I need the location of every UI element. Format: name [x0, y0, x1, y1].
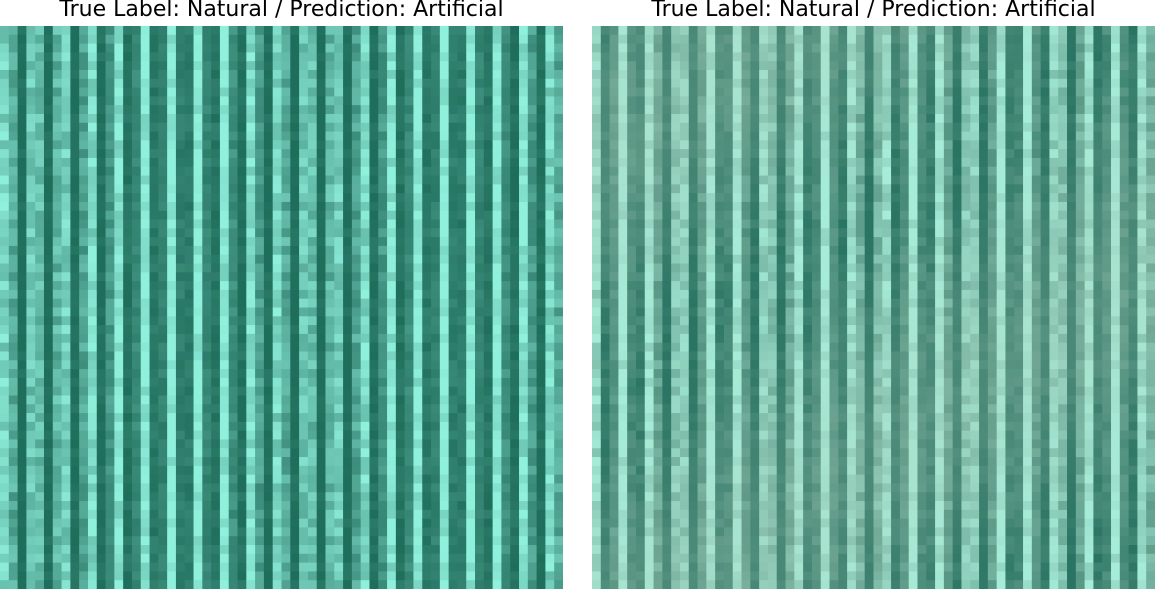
panel-title-left: True Label: Natural / Prediction: Artifi…: [59, 0, 504, 22]
striped-texture-left: [0, 26, 563, 589]
panel-title-right: True Label: Natural / Prediction: Artifi…: [651, 0, 1096, 22]
texture-image-right: [592, 26, 1155, 589]
image-panel-left: True Label: Natural / Prediction: Artifi…: [0, 0, 563, 589]
striped-texture-right: [592, 26, 1155, 589]
texture-image-left: [0, 26, 563, 589]
image-panel-right: True Label: Natural / Prediction: Artifi…: [592, 0, 1155, 589]
